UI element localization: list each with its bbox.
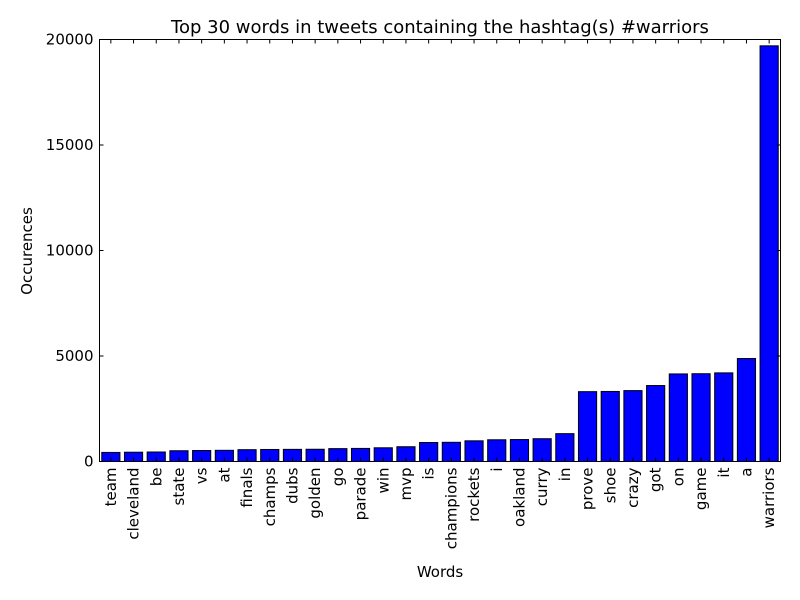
x-tick-label-game: game xyxy=(692,468,710,511)
x-tick-label-golden: golden xyxy=(306,468,324,519)
x-tick-label-vs: vs xyxy=(193,467,211,484)
x-tick-label-go: go xyxy=(329,468,347,487)
bar-in xyxy=(555,433,575,463)
x-tick-label-state: state xyxy=(170,468,188,506)
x-tick-label-at: at xyxy=(215,467,233,482)
bar-crazy xyxy=(623,390,643,463)
x-tick-label-in: in xyxy=(556,468,574,482)
x-tick-label-got: got xyxy=(647,467,665,492)
x-tick-label-shoe: shoe xyxy=(601,468,619,504)
y-tick-label-5000: 5000 xyxy=(55,347,93,365)
x-tick-label-cleveland: cleveland xyxy=(125,468,143,540)
x-tick-label-crazy: crazy xyxy=(624,467,642,507)
x-tick-label-finals: finals xyxy=(238,467,256,507)
y-tick-label-10000: 10000 xyxy=(46,242,94,260)
x-tick-label-win: win xyxy=(374,468,392,494)
y-tick-label-15000: 15000 xyxy=(46,136,94,154)
chart-title: Top 30 words in tweets containing the ha… xyxy=(170,17,709,38)
x-tick-label-prove: prove xyxy=(579,468,597,511)
bar-a xyxy=(736,358,757,463)
x-tick-label-mvp: mvp xyxy=(397,468,415,501)
bar-it xyxy=(714,372,734,463)
x-axis: team cleveland be state vs at finals champs dubs… xyxy=(102,39,778,549)
x-tick-label-is: is xyxy=(420,467,438,479)
x-tick-label-it: it xyxy=(715,467,733,477)
x-tick-label-team: team xyxy=(102,468,120,507)
y-axis-label: Occurences xyxy=(18,207,36,295)
x-tick-label-be: be xyxy=(147,468,165,487)
x-tick-label-i: i xyxy=(488,468,506,472)
x-tick-label-on: on xyxy=(669,468,687,487)
bar-warriors xyxy=(759,45,779,463)
x-tick-label-parade: parade xyxy=(352,468,370,521)
x-axis-label: Words xyxy=(417,563,464,581)
bar-shoe xyxy=(600,390,620,462)
bar-on xyxy=(668,373,688,462)
x-tick-label-warriors: warriors xyxy=(760,467,778,528)
x-tick-label-a: a xyxy=(737,468,755,477)
x-tick-label-curry: curry xyxy=(533,467,551,506)
bar-prove xyxy=(577,391,598,462)
y-tick-label-0: 0 xyxy=(84,453,94,471)
y-tick-label-20000: 20000 xyxy=(46,31,94,49)
bars-group xyxy=(101,45,779,463)
x-tick-label-dubs: dubs xyxy=(283,467,301,504)
x-tick-label-rockets: rockets xyxy=(465,467,483,522)
bar-game xyxy=(691,373,711,462)
plot-frame xyxy=(99,39,781,462)
x-tick-label-oakland: oakland xyxy=(510,468,528,527)
x-tick-label-champs: champs xyxy=(261,467,279,526)
y-axis: 0 5000 10000 15000 20000 xyxy=(46,31,781,471)
bar-got xyxy=(646,385,666,463)
x-tick-label-champions: champions xyxy=(442,467,460,549)
